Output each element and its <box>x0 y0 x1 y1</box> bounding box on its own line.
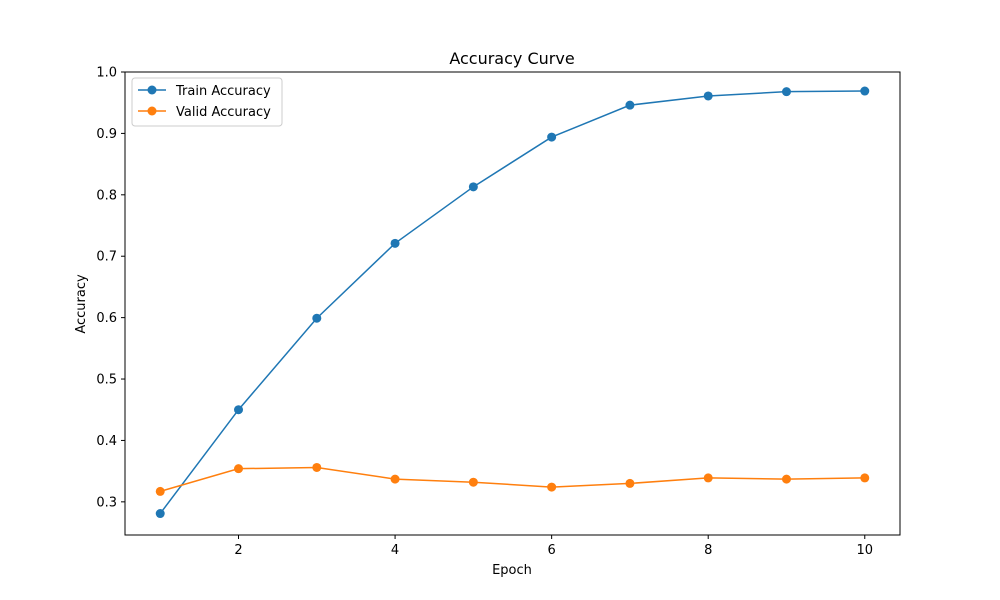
data-point-train <box>468 182 478 192</box>
x-axis-ticks: 2 4 6 8 10 <box>234 535 873 558</box>
data-point-valid <box>703 473 713 483</box>
y-tick-label: 1.0 <box>96 66 117 81</box>
data-point-train <box>155 509 165 519</box>
data-point-valid <box>468 477 478 487</box>
y-tick-label: 0.5 <box>96 373 117 388</box>
y-tick-label: 0.7 <box>96 250 117 265</box>
legend-box <box>131 77 283 127</box>
y-tick-label: 0.9 <box>96 127 117 142</box>
data-point-train <box>547 132 557 142</box>
x-tick-label: 6 <box>548 543 556 558</box>
legend-marker-train <box>147 85 157 95</box>
data-point-train <box>390 238 400 248</box>
y-axis-label: Accuracy <box>74 274 89 334</box>
series-line-train <box>159 90 865 514</box>
legend-label-valid: Valid Accuracy <box>176 105 271 120</box>
y-tick-label: 0.4 <box>96 434 117 449</box>
legend-marker-valid <box>147 106 157 116</box>
data-point-train <box>781 87 791 97</box>
data-point-valid <box>155 486 165 496</box>
data-point-valid <box>312 462 322 472</box>
data-point-valid <box>234 464 244 474</box>
x-tick-label: 8 <box>704 543 712 558</box>
series-layer <box>155 86 870 519</box>
data-point-train <box>703 91 713 101</box>
data-point-valid <box>625 478 635 488</box>
legend: Train Accuracy Valid Accuracy <box>131 77 283 127</box>
x-axis-label: Epoch <box>492 563 532 578</box>
series-line-valid <box>160 466 865 493</box>
data-point-train <box>312 313 322 323</box>
x-tick-label: 2 <box>234 543 242 558</box>
plot-area-frame <box>124 71 901 536</box>
data-point-valid <box>390 474 400 484</box>
data-point-valid <box>860 473 870 483</box>
data-point-valid <box>547 482 557 492</box>
chart-title: Accuracy Curve <box>449 49 574 68</box>
y-tick-label: 0.3 <box>96 495 117 510</box>
x-tick-label: 4 <box>391 543 399 558</box>
y-axis-ticks: 0.3 0.4 0.5 0.6 0.7 0.8 0.9 1.0 <box>96 66 125 510</box>
y-tick-label: 0.8 <box>96 188 117 203</box>
data-point-train <box>860 86 870 96</box>
legend-label-train: Train Accuracy <box>175 84 271 99</box>
data-point-train <box>234 405 244 415</box>
data-point-train <box>625 100 635 110</box>
y-tick-label: 0.6 <box>96 311 117 326</box>
data-point-valid <box>781 474 791 484</box>
x-tick-label: 10 <box>856 543 873 558</box>
